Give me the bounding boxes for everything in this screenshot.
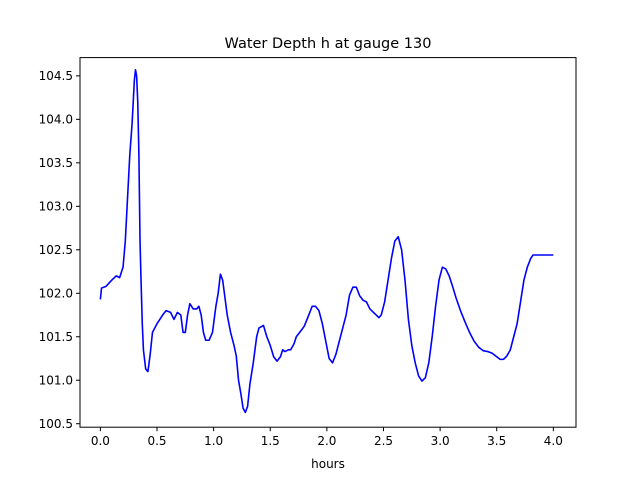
x-tick-label: 0.5 — [147, 434, 166, 448]
x-tick-label: 0.0 — [91, 434, 110, 448]
y-tick-label: 101.0 — [39, 374, 73, 388]
y-tick-label: 103.0 — [39, 200, 73, 214]
x-axis-label: hours — [311, 457, 345, 471]
x-tick-label: 1.5 — [261, 434, 280, 448]
series-line-0 — [99, 68, 554, 414]
x-tick-label: 4.0 — [544, 434, 563, 448]
x-tick-label: 2.0 — [317, 434, 336, 448]
y-tick-label: 101.5 — [39, 330, 73, 344]
y-tick-label: 100.5 — [39, 417, 73, 431]
plot-area — [99, 68, 554, 414]
x-axis: 0.0 0.5 1.0 1.5 2.0 2.5 3.0 3.5 4.0 — [91, 427, 563, 448]
y-tick-label: 102.5 — [39, 243, 73, 257]
x-tick-label: 1.0 — [204, 434, 223, 448]
chart-title: Water Depth h at gauge 130 — [225, 36, 432, 52]
plot-frame — [79, 57, 577, 428]
x-tick-label: 2.5 — [374, 434, 393, 448]
y-axis: 100.5 101.0 101.5 102.0 102.5 103.0 103.5 104.0… — [39, 69, 80, 431]
x-tick-label: 3.5 — [487, 434, 506, 448]
x-tick-label: 3.0 — [431, 434, 450, 448]
y-tick-label: 103.5 — [39, 156, 73, 170]
y-tick-label: 104.0 — [39, 113, 73, 127]
y-tick-label: 102.0 — [39, 287, 73, 301]
y-tick-label: 104.5 — [39, 69, 73, 83]
